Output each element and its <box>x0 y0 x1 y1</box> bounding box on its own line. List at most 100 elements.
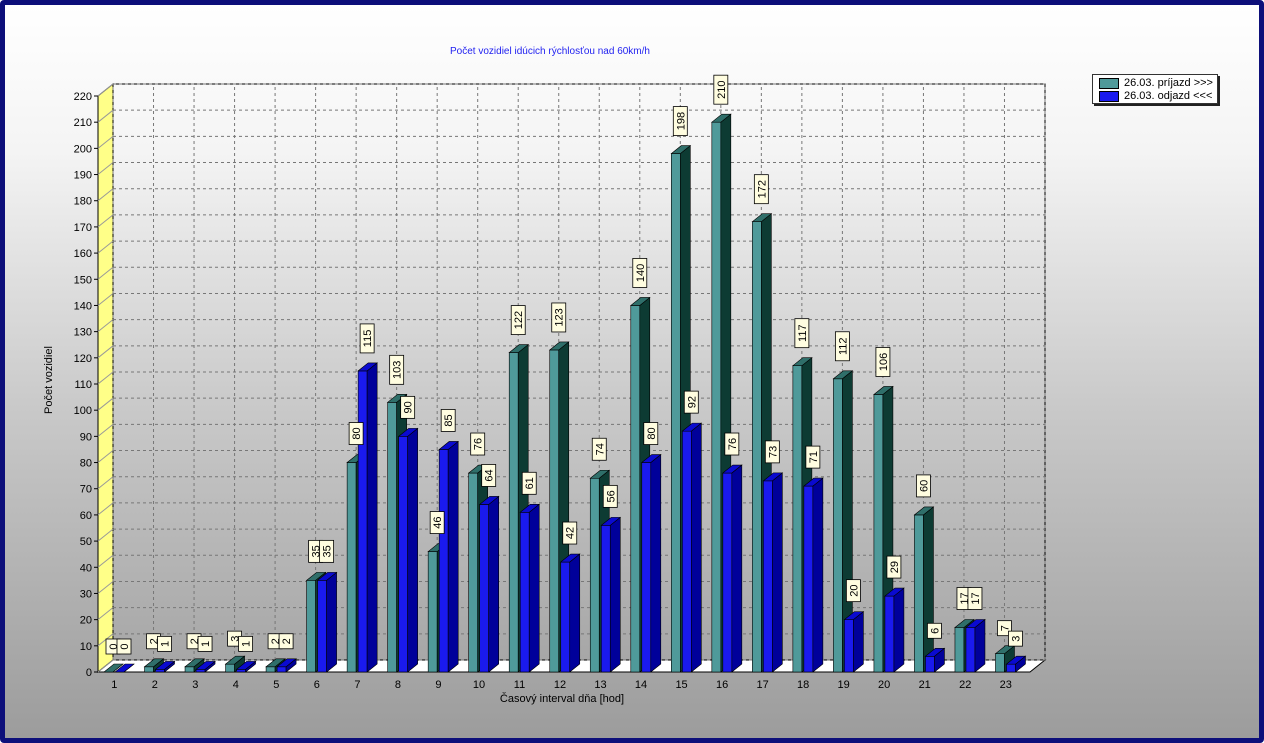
arrival-value-label: 0 <box>105 638 121 655</box>
y-tick-label: 50 <box>80 536 92 548</box>
wall-gridline <box>97 554 114 568</box>
y-tick-label: 30 <box>80 588 92 600</box>
bar-top <box>640 454 662 463</box>
arrival-value-label: 210 <box>713 74 729 105</box>
wall-gridline <box>97 450 114 463</box>
bar-front <box>995 653 1005 673</box>
bar-top <box>670 145 692 154</box>
bar-top <box>508 344 530 353</box>
wall-gridline <box>97 659 114 673</box>
departure-value-label: 92 <box>683 390 699 414</box>
label-box <box>389 354 405 385</box>
bar-front <box>914 514 924 673</box>
bar-top <box>681 422 703 432</box>
label-box <box>875 347 891 377</box>
arrival-bar <box>224 655 246 673</box>
bar-front <box>630 305 641 673</box>
x-tick-label: 13 <box>594 679 606 691</box>
x-axis-label: Časový interval dňa [hod] <box>500 692 624 705</box>
y-tick-label: 80 <box>80 458 92 470</box>
departure-bar <box>721 464 743 673</box>
label-box <box>481 464 497 487</box>
data-labels: 0 02 1 2 131 2 235 3580115103904685766412261123… <box>105 74 1023 655</box>
departure-value-label: 20 <box>845 579 861 603</box>
wall-gridline <box>97 371 114 385</box>
bar-side <box>974 618 986 673</box>
bar-side <box>407 427 418 673</box>
bar-top <box>316 572 338 581</box>
label-box <box>157 635 172 652</box>
bar-side <box>691 422 702 673</box>
label-text: 1 <box>160 641 172 647</box>
y-tick-label: 120 <box>74 353 92 365</box>
departure-value-label: 73 <box>764 440 780 464</box>
label-text: 2 <box>149 638 161 644</box>
wall-gridline <box>97 83 114 97</box>
x-tick-label: 23 <box>1000 679 1012 691</box>
bar-top <box>397 428 419 437</box>
x-tick-label: 22 <box>959 679 971 691</box>
bar-top <box>357 362 378 372</box>
wall-gridline <box>97 214 114 228</box>
departure-bar <box>154 660 176 673</box>
label-text: 210 <box>716 81 728 99</box>
arrival-value-label: 198 <box>672 106 688 136</box>
label-text: 90 <box>403 401 415 413</box>
wall-gridline <box>97 188 114 202</box>
label-box <box>359 323 375 354</box>
label-text: 140 <box>635 264 647 282</box>
label-box <box>764 440 780 464</box>
bar-side <box>609 516 621 673</box>
label-box <box>643 422 659 445</box>
bar-front <box>519 511 530 673</box>
y-tick-label: 190 <box>74 170 92 182</box>
label-text: 1 <box>241 641 253 647</box>
legend-swatch-arrival <box>1099 77 1119 89</box>
label-box <box>753 174 769 205</box>
departure-bar <box>640 453 662 673</box>
x-tick-label: 9 <box>435 679 441 691</box>
y-tick-label: 170 <box>74 222 92 234</box>
x-tick-label: 8 <box>395 679 401 691</box>
departure-bar <box>438 440 460 673</box>
bar-side <box>366 362 378 673</box>
bar-front <box>641 462 652 673</box>
bar-front <box>508 352 519 673</box>
bar-top <box>265 658 286 668</box>
bar-front <box>884 595 895 673</box>
label-text: 85 <box>443 414 455 426</box>
wall-gridline <box>97 502 114 516</box>
departure-value-label: 64 <box>481 464 497 487</box>
x-tick-label: 7 <box>354 679 360 691</box>
departure-value-label: 90 <box>400 395 416 419</box>
departure-value-label: 0 <box>116 638 132 655</box>
departure-bar <box>357 362 378 673</box>
arrival-bar <box>103 663 124 673</box>
bar-top <box>721 464 743 474</box>
label-text: 64 <box>484 469 496 481</box>
departure-value-label: 6 <box>927 622 942 639</box>
bar-front <box>357 370 368 673</box>
bar-side <box>731 464 743 673</box>
label-box <box>470 432 486 456</box>
bar-front <box>803 485 814 673</box>
arrival-value-label: 117 <box>794 318 810 349</box>
bar-front <box>317 580 327 673</box>
x-tick-label: 20 <box>878 679 890 691</box>
departure-bar <box>762 472 784 673</box>
wall-gridline <box>97 397 114 411</box>
y-tick-label: 200 <box>74 143 92 155</box>
departure-bar <box>276 658 297 673</box>
x-axis-ticks: 1 2 3 4 5 6 7 8 9 10 11 12 13 14 15 16 17 18 19 20 21 22 23 <box>111 679 1012 691</box>
label-text: 73 <box>767 446 779 458</box>
bar-top <box>224 655 246 665</box>
x-tick-label: 16 <box>716 679 728 691</box>
bar-top <box>154 661 176 670</box>
x-tick-label: 4 <box>233 679 239 691</box>
bar-front <box>600 525 611 673</box>
departure-value-label: 3 <box>1008 630 1023 647</box>
bar-front <box>682 430 692 673</box>
label-box <box>348 422 364 445</box>
arrival-value-label: 172 <box>753 174 769 205</box>
